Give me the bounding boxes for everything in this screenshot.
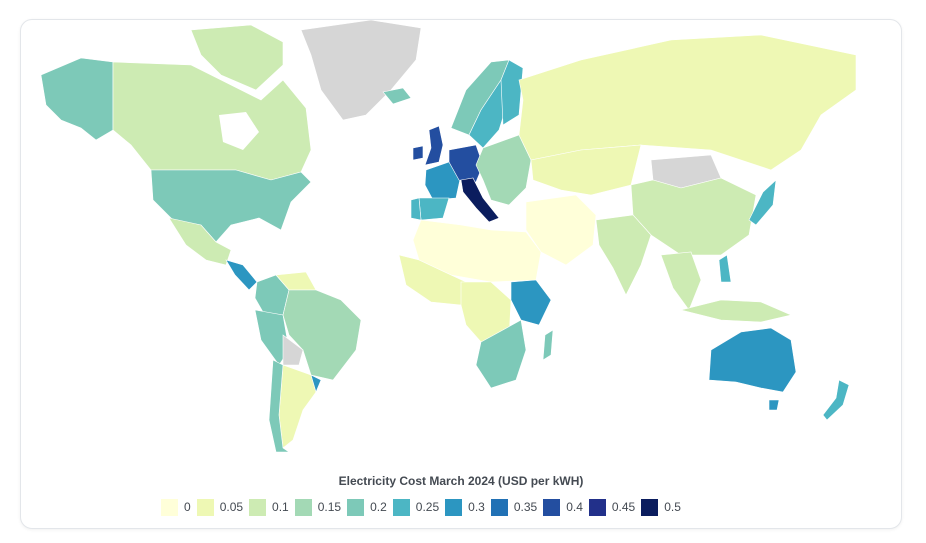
region-canada-islands: [190, 24, 284, 91]
legend-label: 0.2: [370, 500, 387, 514]
legend-label: 0.15: [317, 500, 342, 514]
legend-label: 0.1: [272, 500, 289, 514]
region-china: [630, 177, 757, 256]
legend-swatch: [588, 498, 606, 516]
region-southeast-asia: [660, 251, 702, 311]
region-southern-africa: [475, 319, 527, 389]
region-germany: [448, 144, 484, 183]
region-argentina: [278, 364, 317, 449]
region-indonesia: [680, 299, 792, 323]
region-central-america: [225, 259, 258, 291]
legend-item: 0.35: [490, 498, 538, 516]
legend-swatch: [490, 498, 508, 516]
region-brazil: [282, 289, 362, 381]
world-choropleth-map: [40, 20, 857, 453]
region-russia: [518, 34, 857, 171]
region-philippines: [718, 254, 732, 283]
legend-swatch: [543, 498, 561, 516]
legend-swatch: [161, 498, 178, 516]
region-chile: [268, 359, 290, 453]
legend-label: 0.5: [664, 500, 681, 514]
legend-swatch: [445, 498, 463, 516]
region-united-states: [150, 169, 312, 243]
region-east-africa: [510, 279, 552, 326]
legend-label: 0: [184, 500, 191, 514]
region-mexico: [168, 217, 232, 266]
legend-label: 0.35: [513, 500, 538, 514]
legend-item: 0.3: [445, 498, 485, 516]
region-iceland: [382, 87, 412, 105]
region-italy: [460, 177, 500, 223]
region-middle-east: [525, 194, 597, 266]
legend-swatch: [294, 498, 312, 516]
color-legend: 0 0.05 0.1 0.15 0.2 0.25 0.3 0.35 0.4 0.45 0.5: [161, 497, 687, 517]
legend-item: 0.25: [392, 498, 440, 516]
map-card: Electricity Cost March 2024 (USD per kWH…: [20, 19, 902, 529]
region-kazakhstan: [530, 144, 642, 196]
legend-swatch: [249, 498, 267, 516]
legend-swatch: [347, 498, 365, 516]
legend-swatch: [392, 498, 410, 516]
legend-title: Electricity Cost March 2024 (USD per kWH…: [338, 474, 584, 488]
hudson-bay: [219, 112, 259, 150]
region-greenland: [300, 20, 422, 121]
region-finland: [500, 59, 524, 126]
legend-label: 0.05: [219, 500, 244, 514]
region-spain: [418, 197, 450, 221]
region-canada: [112, 61, 312, 181]
legend-item: 0.1: [249, 498, 289, 516]
legend-label: 0.45: [611, 500, 636, 514]
region-japan: [748, 179, 777, 226]
region-ireland: [412, 145, 424, 161]
legend-swatch: [641, 498, 659, 516]
legend-item: 0.15: [294, 498, 342, 516]
region-new-zealand: [822, 379, 850, 421]
legend-item: 0.05: [196, 498, 244, 516]
legend-item: 0.5: [641, 498, 681, 516]
legend-item: 0.45: [588, 498, 636, 516]
region-india: [595, 214, 652, 296]
region-united-kingdom: [424, 125, 444, 166]
legend-item: 0.2: [347, 498, 387, 516]
region-bolivia: [282, 334, 304, 366]
legend-label: 0.3: [468, 500, 485, 514]
region-alaska: [40, 57, 114, 141]
region-australia: [708, 327, 797, 393]
region-madagascar: [542, 329, 554, 361]
legend-label: 0.4: [566, 500, 583, 514]
legend-swatch: [196, 498, 214, 516]
legend-item: 0.4: [543, 498, 583, 516]
region-tasmania: [768, 399, 780, 411]
legend-item: 0: [161, 498, 191, 516]
region-uruguay: [310, 374, 322, 393]
legend-label: 0.25: [415, 500, 440, 514]
region-portugal: [410, 197, 422, 221]
